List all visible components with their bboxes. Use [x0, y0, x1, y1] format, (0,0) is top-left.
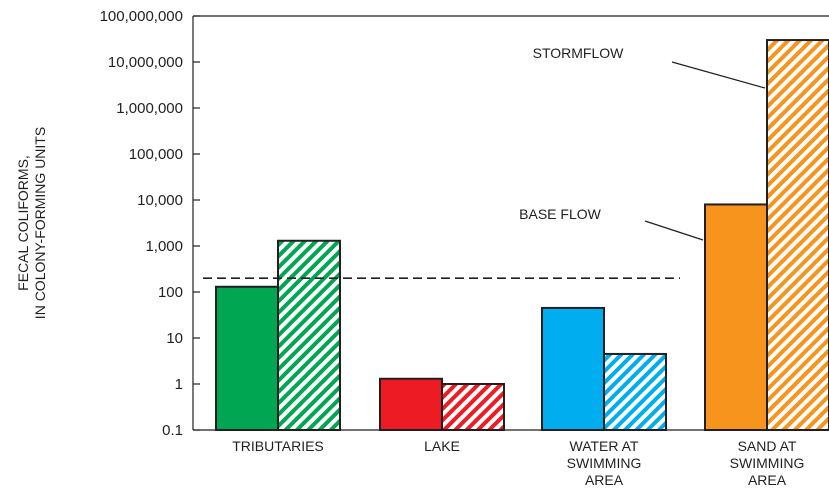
storm-bar	[603, 352, 667, 431]
y-axis-ticks: 0.1 1 10 100 1,000 10,000 100,000 1,000,000 10,0…	[100, 8, 200, 439]
base-bar	[704, 203, 768, 431]
y-tick-label: 0.1	[162, 422, 183, 439]
base-bar	[215, 285, 279, 431]
category-label: SAND AT	[738, 438, 797, 454]
stormflow-label: STORMFLOW	[533, 45, 625, 61]
baseflow-leader-line	[644, 220, 704, 241]
y-tick-label: 1,000,000	[116, 100, 183, 117]
base-bar	[541, 306, 605, 431]
plot-frame	[192, 15, 829, 431]
category-label: SWIMMING	[567, 455, 642, 471]
y-tick-label: 1	[175, 376, 183, 393]
bars	[215, 39, 829, 431]
storm-bar	[441, 383, 505, 431]
category-label: AREA	[585, 472, 624, 488]
storm-bar	[277, 239, 341, 431]
y-tick-label: 100,000	[129, 146, 183, 163]
category-labels: TRIBUTARIES LAKE WATER ATSWIMMINGAREASAND …	[232, 438, 804, 488]
category-label: TRIBUTARIES	[232, 438, 324, 454]
category-label: WATER AT	[570, 438, 639, 454]
y-tick-label: 1,000	[145, 238, 183, 255]
y-axis-title-line: FECAL COLIFORMS,	[15, 155, 31, 291]
y-axis-title: FECAL COLIFORMS, IN COLONY-FORMING UNITS	[15, 127, 48, 319]
y-tick-label: 10,000,000	[108, 54, 183, 71]
annotations: STORMFLOW BASE FLOW	[519, 45, 766, 241]
storm-bar	[766, 39, 829, 431]
category-label: SWIMMING	[730, 455, 805, 471]
baseflow-label: BASE FLOW	[519, 206, 601, 222]
base-bar	[379, 377, 443, 431]
category-label: AREA	[748, 472, 787, 488]
y-axis-title-line: IN COLONY-FORMING UNITS	[32, 127, 48, 319]
category-label: LAKE	[424, 438, 460, 454]
y-tick-label: 100	[158, 284, 183, 301]
y-tick-label: 10,000	[137, 192, 183, 209]
y-tick-label: 10	[166, 330, 183, 347]
stormflow-leader-line	[671, 61, 766, 89]
y-tick-label: 100,000,000	[100, 8, 183, 25]
